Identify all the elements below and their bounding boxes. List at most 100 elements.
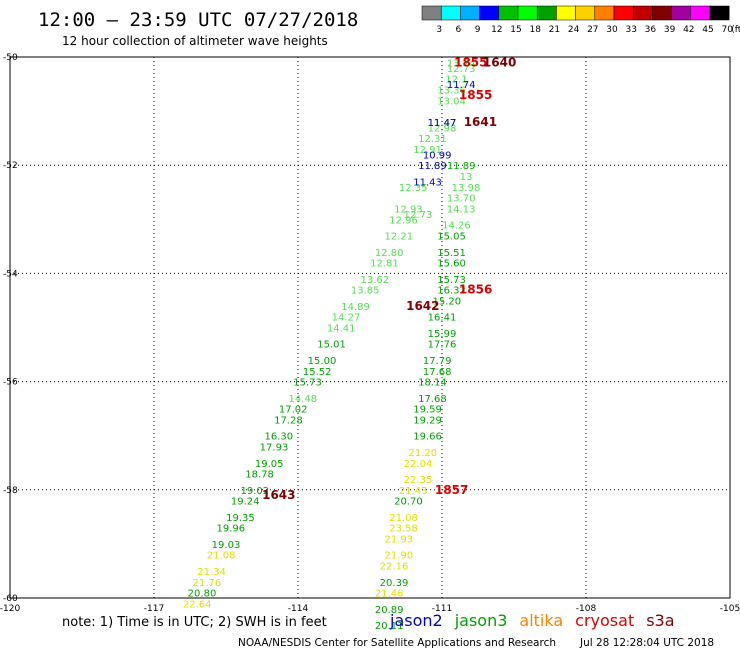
plot-frame [9,56,731,599]
wave-height-label: 13 [460,172,473,183]
y-tick-label: -56 [3,378,18,388]
wave-height-label: 15.60 [437,259,466,270]
grid-lines [10,57,730,598]
wave-height-label: 12.96 [389,215,418,226]
wave-height-label: 11.47 [428,118,457,129]
color-swatch [536,5,557,21]
wave-height-label: 13.36 [437,85,466,96]
color-scale-label: 6 [456,25,462,35]
color-scale-label: 70 [721,25,733,35]
wave-height-label: 19.96 [216,524,245,535]
color-swatch [421,5,442,21]
y-axis-ticks: -50 -52 -54 -56 -58 -60 [3,53,18,604]
wave-height-label: 12.31 [418,134,447,145]
wave-height-label: 21.46 [375,589,404,600]
x-tick-label: -117 [144,604,164,614]
wave-height-label: 11.43 [413,177,442,188]
wave-height-label: 13.62 [360,275,389,286]
wave-height-label: 16.30 [264,432,293,443]
wave-height-label: 11.74 [447,80,476,91]
page-subtitle: 12 hour collection of altimeter wave hei… [62,34,328,48]
wave-height-label: 16.41 [428,313,457,324]
wave-height-label: 22.35 [404,475,433,486]
wave-height-label: 14.48 [288,394,317,405]
x-tick-label: -105 [720,604,740,614]
wave-height-label: 12.93 [394,204,423,215]
wave-height-label: 21.08 [389,513,418,524]
color-scale-label: 39 [664,25,676,35]
wave-height-label: 15.99 [428,329,457,340]
plot-area [9,56,731,599]
wave-height-label: 19.03 [212,540,241,551]
color-scale-label: 9 [475,25,481,35]
color-swatch [440,5,461,21]
color-swatch [479,5,500,21]
color-scale-label: 42 [683,25,694,35]
legend-item: cryosat [575,611,634,630]
track-time-label: 1641 [464,115,497,129]
wave-height-label: 21.90 [384,551,413,562]
wave-height-label: 22.04 [404,459,433,470]
page-title: 12:00 — 23:59 UTC 07/27/2018 [38,9,358,31]
wave-height-label: 15.51 [437,248,466,259]
color-swatch [517,5,538,21]
wave-height-label: 14.89 [341,302,370,313]
wave-height-label: 14.41 [327,324,356,335]
wave-height-label: 17.68 [418,394,447,405]
x-axis-ticks: -120 -117 -114 -111 -108 -105 [0,604,740,614]
wave-height-label: 17.79 [423,356,452,367]
track-time-label: 1640 [483,55,516,69]
wave-height-label: 21.43 [399,486,428,497]
wave-height-label: 14.26 [442,221,471,232]
wave-height-label: 10.99 [423,150,452,161]
wave-height-label: 21.34 [197,567,226,578]
wave-height-label: 13.74 [447,58,476,69]
wave-height-label: 12.73 [447,64,476,75]
wave-height-label: 16.32 [437,286,466,297]
wave-height-label: 12.73 [404,210,433,221]
wave-height-label: 17.28 [274,415,303,426]
y-tick-label: -52 [3,161,18,171]
color-swatch [575,5,596,21]
wave-height-label: 12.1 [445,75,467,86]
x-tick-label: -120 [0,604,20,614]
wave-height-label: 12.35 [399,183,428,194]
wave-height-label: 13.98 [452,183,481,194]
color-swatch [632,5,653,21]
wave-height-label: 13.70 [447,194,476,205]
wave-height-label: 20.70 [394,497,423,508]
x-tick-label: -111 [432,604,452,614]
wave-height-label: 18.78 [245,470,274,481]
color-swatch [498,5,519,21]
legend-item: s3a [646,611,674,630]
data-points: 13.7412.7312.113.3613.0411.4712.9812.311… [183,55,516,632]
wave-height-label: 21.93 [384,534,413,545]
wave-height-label: 15.05 [437,232,466,243]
color-scale-label: 15 [510,25,521,35]
color-scale-label: 45 [702,25,713,35]
color-scale-label: 30 [606,25,618,35]
wave-height-label: 12.98 [428,123,457,134]
wave-height-label: 12.21 [384,232,413,243]
color-swatch [460,5,480,21]
color-scale-label: 33 [625,25,636,35]
satellite-legend: jason2 jason3 altika cryosat s3a [389,611,675,630]
wave-height-label: 19.35 [226,513,255,524]
x-tick-label: -114 [288,604,309,614]
wave-height-label: 15.01 [317,340,346,351]
color-scale-label: 12 [491,25,502,35]
wave-height-label: 20.39 [380,578,409,589]
color-swatch [652,5,672,21]
wave-height-label: 13.04 [437,96,466,107]
wave-height-label: 19.29 [413,415,442,426]
wave-height-label: 15.00 [308,356,337,367]
color-scale-label: 24 [568,25,580,35]
footer-credit: NOAA/NESDIS Center for Satellite Applica… [238,637,556,649]
wave-height-label: 17.68 [423,367,452,378]
track-time-label: 1857 [435,483,468,497]
wave-height-label: 23.58 [389,524,418,535]
color-swatch [690,5,711,21]
wave-height-label: 22.64 [183,599,212,610]
